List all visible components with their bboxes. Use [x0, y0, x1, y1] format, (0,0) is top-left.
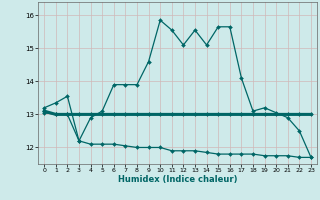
X-axis label: Humidex (Indice chaleur): Humidex (Indice chaleur) [118, 175, 237, 184]
